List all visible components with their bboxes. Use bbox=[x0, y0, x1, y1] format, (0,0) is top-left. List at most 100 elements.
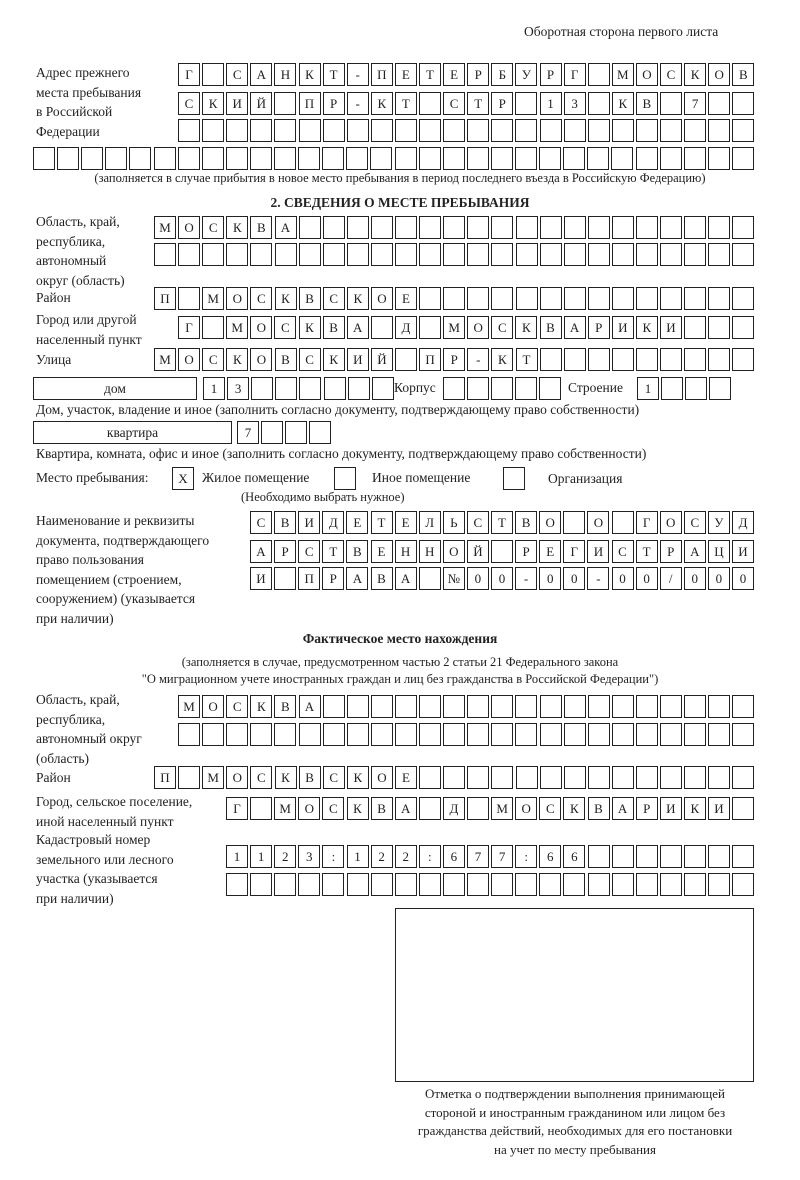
char-cell[interactable] bbox=[708, 723, 731, 746]
char-cell[interactable] bbox=[587, 243, 610, 266]
char-cell[interactable] bbox=[178, 243, 201, 266]
char-cell[interactable]: Т bbox=[419, 63, 441, 86]
char-cell[interactable]: А bbox=[250, 63, 273, 86]
char-cell[interactable] bbox=[491, 873, 514, 896]
char-cell[interactable] bbox=[418, 873, 441, 896]
char-cell[interactable] bbox=[515, 216, 538, 239]
char-cell[interactable]: Н bbox=[394, 540, 417, 563]
char-cell[interactable]: Р bbox=[659, 540, 682, 563]
char-cell[interactable] bbox=[346, 695, 369, 718]
char-cell[interactable] bbox=[418, 147, 441, 170]
char-cell[interactable] bbox=[659, 845, 682, 868]
char-cell[interactable] bbox=[635, 845, 658, 868]
char-cell[interactable]: М bbox=[274, 797, 297, 820]
char-cell[interactable] bbox=[515, 287, 538, 310]
char-cell[interactable]: И bbox=[346, 348, 369, 371]
char-cell[interactable]: Н bbox=[274, 63, 297, 86]
char-cell[interactable]: В bbox=[298, 766, 321, 789]
char-cell[interactable]: О bbox=[635, 63, 658, 86]
char-cell[interactable]: - bbox=[515, 567, 538, 590]
char-cell[interactable]: / bbox=[659, 567, 682, 590]
char-cell[interactable]: О bbox=[370, 766, 393, 789]
char-cell[interactable] bbox=[539, 287, 562, 310]
char-cell[interactable]: Г bbox=[178, 63, 200, 86]
char-cell[interactable] bbox=[490, 147, 513, 170]
char-cell[interactable] bbox=[611, 216, 634, 239]
char-cell[interactable] bbox=[515, 873, 538, 896]
char-cell[interactable] bbox=[370, 243, 393, 266]
char-cell[interactable]: С bbox=[226, 63, 249, 86]
char-cell[interactable]: О bbox=[659, 511, 682, 534]
char-cell[interactable] bbox=[636, 216, 658, 239]
char-cell[interactable] bbox=[129, 147, 152, 170]
char-cell[interactable]: Е bbox=[346, 511, 369, 534]
char-cell[interactable] bbox=[491, 723, 514, 746]
char-cell[interactable]: 7 bbox=[684, 92, 707, 115]
char-cell[interactable] bbox=[563, 723, 586, 746]
char-cell[interactable] bbox=[708, 243, 731, 266]
char-cell[interactable] bbox=[394, 695, 417, 718]
house-type-field[interactable]: дом bbox=[33, 377, 197, 400]
char-cell[interactable] bbox=[611, 243, 634, 266]
char-cell[interactable] bbox=[274, 723, 297, 746]
char-cell[interactable]: Н bbox=[418, 540, 441, 563]
char-cell[interactable] bbox=[587, 723, 610, 746]
char-cell[interactable]: 1 bbox=[637, 377, 659, 400]
char-cell[interactable]: И bbox=[226, 92, 249, 115]
char-cell[interactable] bbox=[660, 119, 682, 142]
char-cell[interactable]: В bbox=[370, 797, 393, 820]
char-cell[interactable] bbox=[539, 119, 562, 142]
char-cell[interactable]: С bbox=[683, 511, 706, 534]
char-cell[interactable]: Р bbox=[587, 316, 610, 339]
char-cell[interactable]: Р bbox=[515, 540, 538, 563]
char-cell[interactable] bbox=[587, 766, 610, 789]
char-cell[interactable]: - bbox=[467, 348, 490, 371]
char-cell[interactable]: И bbox=[659, 797, 682, 820]
char-cell[interactable]: С bbox=[202, 348, 225, 371]
char-cell[interactable] bbox=[491, 287, 514, 310]
char-cell[interactable] bbox=[57, 147, 80, 170]
char-cell[interactable] bbox=[587, 348, 610, 371]
char-cell[interactable]: 1 bbox=[203, 377, 225, 400]
char-cell[interactable]: К bbox=[298, 63, 321, 86]
char-cell[interactable]: М bbox=[178, 695, 200, 718]
char-cell[interactable]: Р bbox=[539, 63, 562, 86]
char-cell[interactable]: К bbox=[611, 92, 634, 115]
char-cell[interactable]: С bbox=[250, 511, 272, 534]
char-cell[interactable] bbox=[419, 723, 441, 746]
char-cell[interactable]: А bbox=[394, 567, 417, 590]
char-cell[interactable] bbox=[81, 147, 104, 170]
char-cell[interactable] bbox=[684, 348, 707, 371]
char-cell[interactable]: С bbox=[443, 92, 466, 115]
char-cell[interactable]: Р bbox=[322, 92, 345, 115]
char-cell[interactable]: 2 bbox=[394, 845, 417, 868]
char-cell[interactable] bbox=[708, 287, 731, 310]
char-cell[interactable] bbox=[202, 243, 225, 266]
char-cell[interactable]: 3 bbox=[227, 377, 250, 400]
char-cell[interactable]: Й bbox=[466, 540, 489, 563]
char-cell[interactable]: Т bbox=[635, 540, 658, 563]
char-cell[interactable] bbox=[443, 216, 466, 239]
char-cell[interactable] bbox=[660, 243, 683, 266]
char-cell[interactable] bbox=[587, 147, 610, 170]
char-cell[interactable] bbox=[418, 797, 441, 820]
char-cell[interactable]: 2 bbox=[274, 845, 297, 868]
char-cell[interactable] bbox=[202, 316, 225, 339]
char-cell[interactable]: Е bbox=[394, 63, 417, 86]
char-cell[interactable] bbox=[419, 766, 442, 789]
char-cell[interactable] bbox=[708, 92, 731, 115]
char-cell[interactable] bbox=[635, 119, 658, 142]
char-cell[interactable] bbox=[395, 348, 417, 371]
char-cell[interactable] bbox=[250, 723, 273, 746]
char-cell[interactable] bbox=[732, 873, 755, 896]
char-cell[interactable] bbox=[636, 243, 658, 266]
char-cell[interactable] bbox=[684, 723, 707, 746]
char-cell[interactable] bbox=[226, 119, 249, 142]
char-cell[interactable] bbox=[346, 216, 369, 239]
char-cell[interactable] bbox=[370, 147, 393, 170]
char-cell[interactable]: В bbox=[346, 540, 369, 563]
char-cell[interactable]: В bbox=[587, 797, 610, 820]
char-cell[interactable]: А bbox=[346, 316, 369, 339]
char-cell[interactable] bbox=[635, 873, 658, 896]
char-cell[interactable]: Л bbox=[418, 511, 441, 534]
